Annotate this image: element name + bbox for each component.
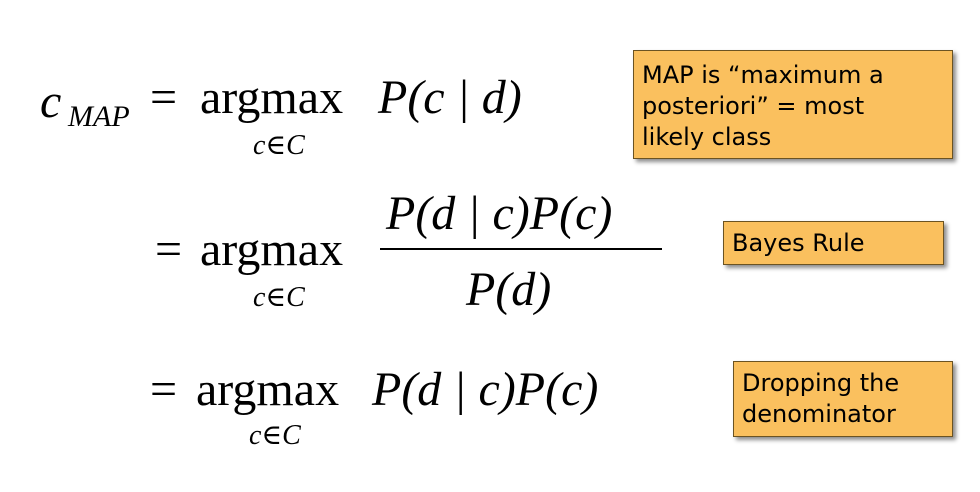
argmax-operator-2: argmax xyxy=(200,223,344,276)
map-note-line-1: MAP is “maximum a xyxy=(642,61,884,89)
equals-sign-1: = xyxy=(150,71,178,124)
argmax-operator-1: argmax xyxy=(200,71,344,124)
fraction-numerator: P(d | c)P(c) xyxy=(386,187,613,240)
c-map-variable: c xyxy=(40,75,62,128)
bayes-rule-note: Bayes Rule xyxy=(723,221,944,265)
map-note-line-2: posteriori” = most xyxy=(642,92,865,120)
argmax-subscript-3: c∈C xyxy=(249,420,301,451)
equals-sign-2: = xyxy=(155,223,183,276)
equals-sign-3: = xyxy=(150,363,178,416)
argmax-subscript-1: c∈C xyxy=(253,130,305,161)
argmax-operator-3: argmax xyxy=(196,363,340,416)
map-definition-note: MAP is “maximum a posteriori” = most lik… xyxy=(633,50,953,159)
likelihood-prior-expression: P(d | c)P(c) xyxy=(372,363,599,416)
bayes-note-line-1: Bayes Rule xyxy=(732,229,865,257)
fraction-denominator: P(d) xyxy=(466,263,552,316)
argmax-subscript-2: c∈C xyxy=(253,282,305,313)
dropping-denominator-note: Dropping the denominator xyxy=(733,361,953,437)
map-subscript: MAP xyxy=(68,100,130,133)
dropping-note-line-2: denominator xyxy=(742,400,896,428)
posterior-expression: P(c | d) xyxy=(378,71,522,124)
fraction-bar xyxy=(380,248,662,250)
map-note-line-3: likely class xyxy=(642,123,772,151)
dropping-note-line-1: Dropping the xyxy=(742,369,900,397)
